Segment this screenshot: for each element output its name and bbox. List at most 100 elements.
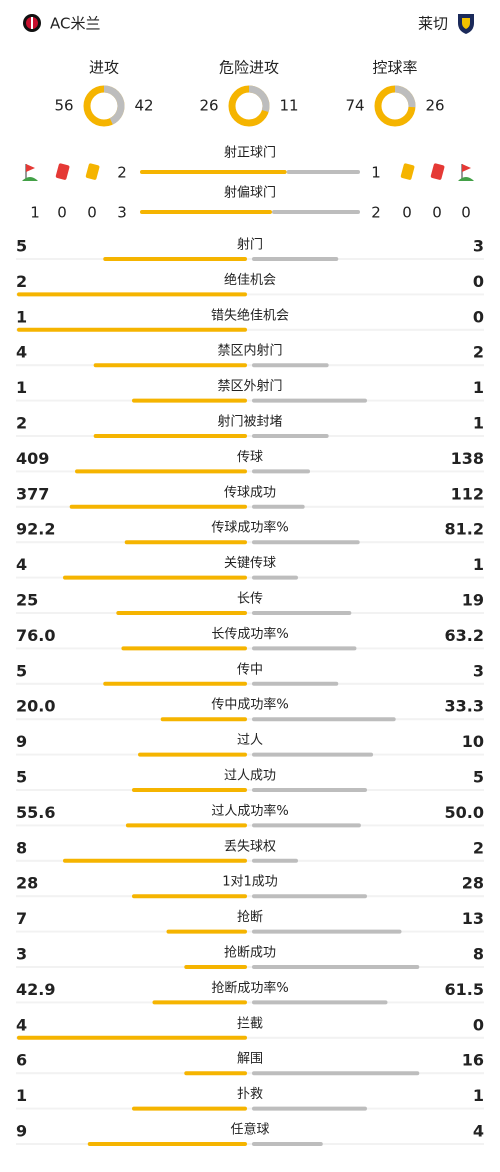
stat-track: [16, 789, 484, 791]
stat-bar-away: [252, 611, 352, 615]
stat-label: 错失绝佳机会: [211, 307, 289, 323]
stat-track: [16, 1143, 484, 1145]
home-crest: [23, 14, 41, 32]
shot-label: 射偏球门: [224, 185, 276, 201]
summary-away: 26: [425, 97, 444, 115]
stat-label: 射门被封堵: [217, 414, 282, 430]
stat-label: 1对1成功: [222, 875, 278, 890]
stat-home: 55.6: [16, 803, 55, 822]
stat-away: 3: [473, 661, 484, 680]
stat-bar-away: [252, 965, 420, 969]
stat-home: 20.0: [16, 697, 55, 716]
stat-bar-home: [166, 929, 247, 934]
stat-bar-away: [252, 681, 339, 686]
card-count: 0: [87, 204, 97, 222]
stat-label: 长传成功率%: [211, 626, 288, 642]
stat-bar-away: [252, 1000, 388, 1005]
stat-bar-away: [252, 575, 298, 580]
stat-home: 6: [16, 1051, 27, 1070]
corner-flag: [26, 164, 35, 172]
stat-home: 42.9: [16, 980, 55, 999]
stat-home: 5: [16, 237, 27, 256]
stat-label: 关键传球: [224, 556, 276, 571]
stat-away: 13: [462, 909, 484, 928]
stat-home: 4: [16, 1015, 27, 1034]
stat-label: 传球成功率%: [211, 520, 288, 536]
stat-label: 抢断: [237, 909, 263, 925]
stat-label: 禁区外射门: [217, 378, 282, 394]
card-count: 0: [57, 204, 67, 222]
stat-away: 63.2: [445, 626, 484, 645]
stat-home: 4: [16, 555, 27, 574]
stat-bar-home: [63, 575, 247, 580]
stat-away: 1: [473, 555, 484, 574]
stat-track: [16, 1036, 484, 1039]
summary-home: 74: [345, 97, 364, 115]
stat-away: 1: [473, 414, 484, 433]
stat-bar-home: [87, 1142, 248, 1146]
stat-bar-home: [103, 681, 247, 686]
stat-label: 传球成功: [224, 485, 276, 500]
stat-bar-home: [184, 1071, 247, 1076]
stat-away: 61.5: [445, 980, 484, 999]
stat-bar-home: [75, 469, 247, 474]
card-count: 1: [30, 204, 40, 222]
away-crest-inner: [462, 18, 470, 29]
stat-label: 抢断成功率%: [211, 980, 288, 996]
stat-label: 传中成功率%: [211, 697, 288, 713]
card-icon: [400, 163, 415, 180]
stat-label: 禁区内射门: [217, 343, 282, 359]
stat-label: 传中: [237, 662, 263, 677]
stat-bar-home: [152, 1000, 247, 1005]
stat-bar-home: [132, 788, 247, 792]
stat-bar-away: [252, 929, 402, 934]
shot-home: 3: [117, 204, 127, 222]
card-icon: [85, 163, 100, 180]
stat-away: 1: [473, 378, 484, 397]
stat-bar-home: [132, 894, 247, 899]
stat-bar-away: [252, 1071, 420, 1076]
stat-bar-home: [103, 257, 247, 261]
stat-bar-home: [138, 752, 247, 757]
stat-track: [16, 328, 484, 331]
shot-bar-away: [286, 170, 360, 174]
summary-home: 56: [54, 97, 73, 115]
stat-track: [16, 293, 484, 296]
stat-bar-away: [252, 894, 367, 899]
stat-home: 9: [16, 1122, 27, 1141]
stat-away: 50.0: [445, 803, 484, 822]
stat-label: 抢断成功: [224, 945, 276, 961]
stat-away: 4: [473, 1122, 484, 1141]
stat-bar-home: [93, 434, 248, 438]
stat-away: 0: [473, 272, 484, 291]
stat-bar-away: [252, 858, 298, 863]
home-team: AC米兰: [50, 15, 100, 33]
stat-label: 扑救: [237, 1086, 263, 1102]
stat-bar-away: [252, 363, 329, 368]
stat-bar-away: [252, 504, 305, 509]
card-icon: [430, 163, 445, 180]
stat-away: 2: [473, 838, 484, 857]
stat-track: [16, 930, 484, 933]
stat-bar-home: [69, 504, 247, 509]
stat-track: [16, 1001, 484, 1004]
stat-track: [16, 470, 484, 473]
stat-label: 绝佳机会: [224, 272, 276, 288]
stat-away: 8: [473, 945, 484, 964]
stat-label: 过人: [237, 733, 263, 748]
away-team: 莱切: [418, 15, 448, 33]
stat-bar-home: [132, 398, 247, 403]
summary-away: 42: [134, 97, 153, 115]
donut-away: [374, 85, 416, 127]
shot-bar-home: [140, 210, 272, 214]
stat-bar-home: [116, 611, 248, 615]
stat-track: [16, 753, 484, 756]
donut-away: [83, 85, 125, 127]
stat-away: 138: [451, 449, 484, 468]
stat-away: 5: [473, 768, 484, 787]
stat-bar-home: [125, 823, 247, 828]
stat-away: 0: [473, 1015, 484, 1034]
shot-home: 2: [117, 164, 127, 182]
summary-label: 危险进攻: [219, 59, 279, 77]
